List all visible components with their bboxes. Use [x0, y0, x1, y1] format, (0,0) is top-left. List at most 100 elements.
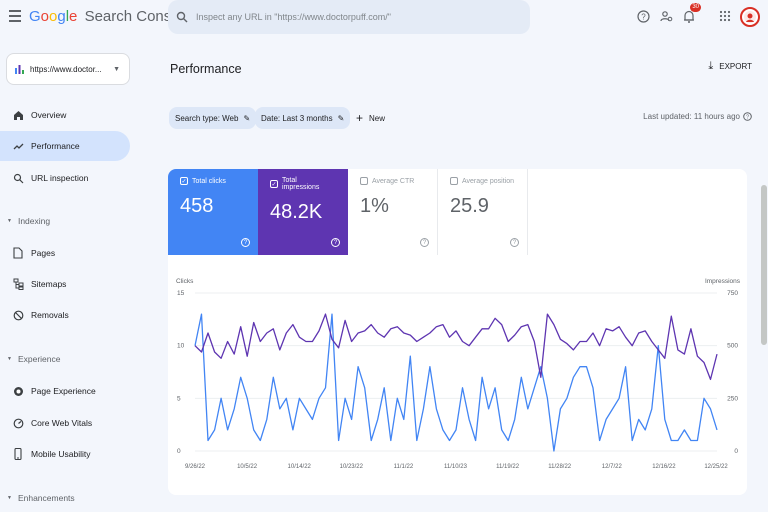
avatar[interactable]	[740, 7, 760, 27]
search-type-filter[interactable]: Search type: Web ✎	[169, 107, 257, 129]
sidebar-item-overview[interactable]: Overview	[0, 100, 130, 130]
help-icon[interactable]: ?	[743, 112, 752, 121]
right-tick-label: 500	[727, 343, 738, 350]
sidebar-item-performance[interactable]: Performance	[0, 131, 130, 161]
right-tick-label: 0	[734, 448, 738, 455]
x-tick-label: 11/28/22	[548, 464, 572, 470]
left-tick-label: 15	[177, 290, 185, 297]
metric-tile-ctr[interactable]: Average CTR 1% ?	[348, 169, 438, 255]
x-tick-label: 12/7/22	[602, 464, 623, 470]
menu-icon[interactable]	[9, 10, 21, 22]
manage-users-icon[interactable]	[656, 6, 676, 26]
x-tick-label: 11/19/22	[496, 464, 520, 470]
last-updated: Last updated: 11 hours ago ?	[643, 112, 752, 121]
main-content: Performance ⤓ EXPORT Search type: Web ✎ D…	[140, 36, 768, 512]
new-filter-button[interactable]: + New	[356, 111, 386, 125]
checkbox-checked-icon[interactable]: ✓	[180, 177, 188, 185]
sidebar: https://www.doctor... ▼ Overview Perform…	[0, 36, 140, 512]
sidebar-item-removals[interactable]: Removals	[0, 300, 130, 330]
checkbox-checked-icon[interactable]: ✓	[270, 180, 278, 188]
chart-ticks: 15 750 10 500 5 250 0 0 9/26/22 10/5/22 10/14/22 10…	[177, 290, 738, 470]
left-tick-label: 0	[177, 448, 181, 455]
product-name: Search Console	[84, 8, 192, 25]
collapse-icon: ▼	[7, 356, 12, 362]
svg-text:?: ?	[641, 12, 646, 21]
mobile-icon	[11, 447, 25, 461]
help-icon[interactable]: ?	[241, 238, 250, 247]
collapse-icon: ▼	[7, 495, 12, 501]
performance-chart: Clicks Impressions 15 750 10 500 5 250 0 0 9/26/…	[176, 278, 741, 470]
x-tick-label: 11/1/22	[394, 464, 414, 470]
search-icon	[168, 11, 196, 23]
sidebar-item-url-inspection[interactable]: URL inspection	[0, 163, 130, 193]
x-tick-label: 12/25/22	[704, 464, 728, 470]
notification-badge: 30	[690, 3, 701, 12]
apps-grid-icon[interactable]	[715, 6, 735, 26]
speed-icon	[11, 416, 25, 430]
performance-card: ✓ Total clicks 458 ? ✓ Total impressions 4…	[168, 169, 747, 495]
section-experience[interactable]: ▼ Experience	[7, 354, 61, 364]
page-title: Performance	[170, 62, 242, 76]
checkbox-unchecked-icon[interactable]	[360, 177, 368, 185]
x-tick-label: 10/23/22	[340, 464, 364, 470]
metric-value: 25.9	[450, 195, 489, 217]
right-tick-label: 250	[727, 395, 738, 402]
right-axis-label: Impressions	[705, 278, 741, 285]
left-tick-label: 10	[177, 343, 185, 350]
section-enhancements[interactable]: ▼ Enhancements	[7, 493, 75, 503]
metric-tile-impressions[interactable]: ✓ Total impressions 48.2K ?	[258, 169, 348, 255]
trending-up-icon	[11, 139, 25, 153]
home-icon	[11, 108, 25, 122]
svg-text:?: ?	[746, 115, 749, 121]
property-icon	[15, 65, 24, 74]
left-tick-label: 5	[177, 395, 181, 402]
series-line-clicks	[194, 313, 718, 452]
chevron-down-icon: ▼	[113, 65, 120, 73]
search-input[interactable]: Inspect any URL in "https://www.doctorpu…	[196, 12, 391, 22]
url-inspect-search[interactable]: Inspect any URL in "https://www.doctorpu…	[168, 0, 530, 34]
help-icon[interactable]: ?	[633, 6, 653, 26]
date-filter[interactable]: Date: Last 3 months ✎	[255, 107, 351, 129]
sidebar-item-mobile-usability[interactable]: Mobile Usability	[0, 439, 130, 469]
metric-value: 458	[180, 195, 214, 217]
x-tick-label: 9/26/22	[185, 464, 206, 470]
sidebar-item-page-experience[interactable]: Page Experience	[0, 376, 130, 406]
chart-lines	[194, 313, 718, 452]
export-button[interactable]: ⤓ EXPORT	[708, 60, 752, 72]
section-indexing[interactable]: ▼ Indexing	[7, 216, 51, 226]
edit-icon: ✎	[243, 113, 251, 123]
collapse-icon: ▼	[7, 218, 12, 224]
sidebar-item-pages[interactable]: Pages	[0, 238, 130, 268]
sitemap-icon	[11, 277, 25, 291]
metric-value: 48.2K	[270, 201, 323, 223]
x-tick-label: 12/16/22	[652, 464, 676, 470]
notifications-icon[interactable]: 30	[679, 3, 701, 26]
plus-icon: +	[356, 111, 364, 125]
pages-icon	[11, 246, 25, 260]
x-tick-label: 10/5/22	[237, 464, 258, 470]
x-tick-label: 10/14/22	[288, 464, 312, 470]
metric-value: 1%	[360, 195, 389, 217]
metric-tile-clicks[interactable]: ✓ Total clicks 458 ?	[168, 169, 258, 255]
removals-icon	[11, 308, 25, 322]
edit-icon: ✎	[337, 113, 345, 123]
help-icon[interactable]: ?	[420, 238, 429, 247]
x-tick-label: 11/10/23	[444, 464, 468, 470]
right-tick-label: 750	[727, 290, 738, 297]
download-icon: ⤓	[708, 60, 714, 72]
metric-tile-position[interactable]: Average position 25.9 ?	[438, 169, 528, 255]
scrollbar[interactable]	[761, 185, 767, 345]
sidebar-item-sitemaps[interactable]: Sitemaps	[0, 269, 130, 299]
help-icon[interactable]: ?	[510, 238, 519, 247]
search-icon	[11, 171, 25, 185]
left-axis-label: Clicks	[176, 278, 194, 285]
series-line-impressions	[194, 313, 718, 381]
sidebar-item-core-web-vitals[interactable]: Core Web Vitals	[0, 408, 130, 438]
page-experience-icon	[11, 384, 25, 398]
help-icon[interactable]: ?	[331, 238, 340, 247]
checkbox-unchecked-icon[interactable]	[450, 177, 458, 185]
property-selector[interactable]: https://www.doctor... ▼	[6, 53, 130, 85]
top-bar: Google Search Console Inspect any URL in…	[0, 0, 768, 36]
logo[interactable]: Google Search Console	[29, 8, 192, 25]
property-label: https://www.doctor...	[30, 64, 102, 74]
